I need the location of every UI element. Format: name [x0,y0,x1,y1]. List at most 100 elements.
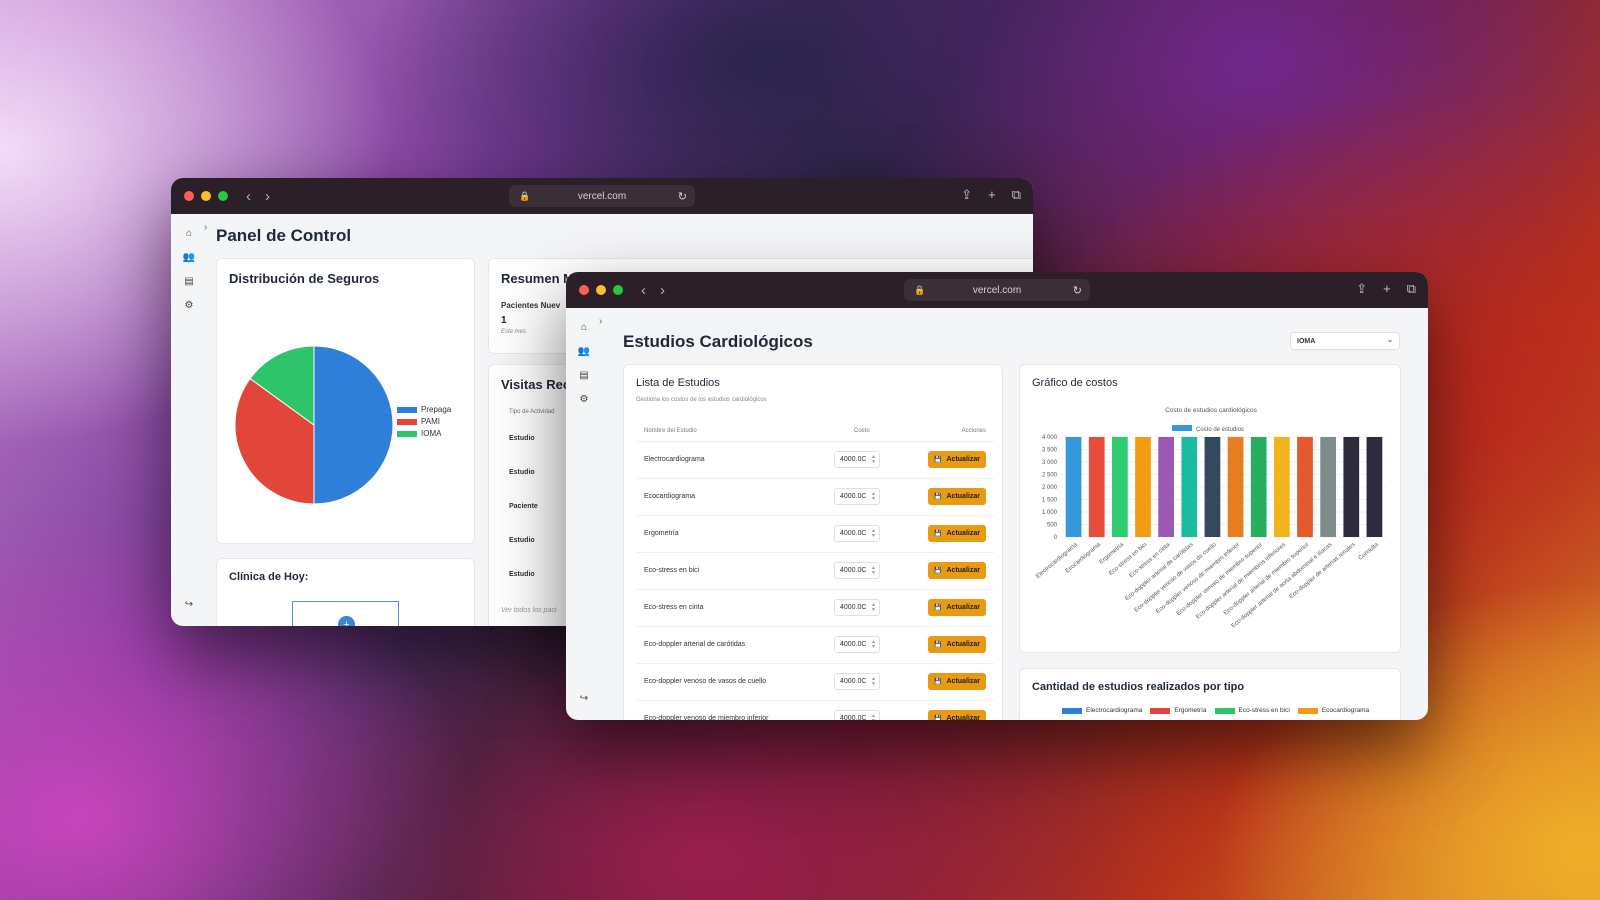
maximize-window-button[interactable] [613,285,623,295]
document-icon[interactable]: ▤ [184,276,194,287]
chart-title: Costo de estudios cardiológicos [1165,407,1258,414]
save-icon: 💾 [934,457,942,463]
users-icon[interactable]: 👥 [577,346,591,357]
minimize-window-button[interactable] [596,285,606,295]
settings-icon[interactable]: ⚙ [579,394,589,405]
table-row: Ecocardiograma 4000.0C ▲ ▼ 💾 Actualizar [636,478,994,514]
add-icon[interactable]: + [338,616,355,626]
col-header-acciones: Acciones [961,428,986,434]
sidebar-expand-icon[interactable]: › [599,316,603,327]
users-icon[interactable]: 👥 [182,252,196,263]
lista-title: Lista de Estudios [636,377,720,389]
back-icon[interactable]: ‹ [641,281,646,299]
visitas-footer-link[interactable]: Ver todos los paci [501,607,557,614]
legend-swatch [1172,425,1192,431]
bar[interactable] [1227,437,1244,537]
actualizar-button[interactable]: 💾 Actualizar [928,710,986,720]
save-icon: 💾 [934,679,942,685]
legend-label: IOMA [421,429,442,438]
forward-icon[interactable]: › [265,187,270,205]
new-tab-icon[interactable]: + [1383,281,1391,296]
tabs-overview-icon[interactable]: ⧉ [1406,281,1416,296]
cantidad-title: Cantidad de estudios realizados por tipo [1032,681,1245,693]
cost-input[interactable]: 4000.0C ▲▼ [834,488,880,505]
clinica-card: Clínica de Hoy: + [216,558,475,626]
maximize-window-button[interactable] [218,191,228,201]
stepper-icon[interactable]: ▲▼ [871,491,876,502]
pie-slice-prepaga[interactable] [313,345,394,505]
y-tick-label: 2 500 [1042,473,1058,479]
stepper-icon[interactable]: ▲▼ [871,528,876,539]
tabs-overview-icon[interactable]: ⧉ [1011,187,1021,202]
stepper-icon[interactable]: ▲▼ [871,565,876,576]
bar[interactable] [1135,437,1151,537]
bar[interactable] [1320,437,1337,537]
cost-input[interactable]: 4000.0C ▲▼ [834,525,880,542]
bar[interactable] [1111,437,1128,537]
stepper-icon[interactable]: ▲▼ [871,602,876,613]
legend-item-prepaga[interactable]: Prepaga [397,405,451,414]
actualizar-button[interactable]: 💾 Actualizar [928,525,986,542]
bar[interactable] [1297,437,1313,537]
cost-input[interactable]: 4000.0C ▲▼ [834,710,880,720]
actualizar-button[interactable]: 💾 Actualizar [928,636,986,653]
actualizar-button[interactable]: 💾 Actualizar [928,562,986,579]
back-icon[interactable]: ‹ [246,187,251,205]
bar[interactable] [1250,437,1267,537]
cost-input[interactable]: 4000.0C ▲▼ [834,562,880,579]
actualizar-button[interactable]: 💾 Actualizar [928,488,986,505]
legend-item[interactable]: Ecocardiograma [1297,707,1369,714]
legend-item-pami[interactable]: PAMI [397,417,451,426]
lock-icon: 🔒 [519,190,531,201]
legend-item[interactable]: Eco-stress en bici [1214,707,1290,714]
sidebar-expand-icon[interactable]: › [204,222,208,233]
legend-item[interactable]: Electrocardiograma [1062,707,1142,714]
new-tab-icon[interactable]: + [988,187,996,202]
obra-social-select[interactable]: IOMA ⌄ [1290,332,1400,350]
address-bar[interactable]: 🔒 vercel.com ↻ [509,185,695,207]
address-bar[interactable]: 🔒 vercel.com ↻ [904,279,1090,301]
bar[interactable] [1366,437,1383,537]
x-tick-label: Eco-doppler venoso de miembro superior [1176,542,1264,617]
actualizar-label: Actualizar [946,678,980,685]
cost-input[interactable]: 4000.0C ▲▼ [834,673,880,690]
actualizar-button[interactable]: 💾 Actualizar [928,673,986,690]
y-tick-label: 0 [1054,535,1058,541]
logout-icon[interactable]: ↪ [184,599,194,610]
cost-input[interactable]: 4000.0C ▲▼ [834,636,880,653]
settings-icon[interactable]: ⚙ [184,300,194,311]
page-title: Panel de Control [216,226,352,245]
stepper-icon[interactable]: ▲▼ [871,639,876,650]
bar[interactable] [1158,437,1175,537]
bar[interactable] [1273,437,1290,537]
close-window-button[interactable] [184,191,194,201]
pie-slice-ioma[interactable] [249,345,315,426]
home-icon[interactable]: ⌂ [580,322,588,333]
stepper-icon[interactable]: ▲▼ [871,713,876,721]
stepper-icon[interactable]: ▲▼ [871,676,876,687]
bar[interactable] [1065,437,1082,537]
reload-icon[interactable]: ↻ [677,190,687,203]
share-icon[interactable]: ⇪ [1356,281,1368,296]
minimize-window-button[interactable] [201,191,211,201]
legend-item-ioma[interactable]: IOMA [397,429,451,438]
stepper-icon[interactable]: ▲▼ [871,454,876,465]
legend-item[interactable]: Ergometría [1150,707,1207,714]
logout-icon[interactable]: ↪ [579,693,589,704]
cost-input[interactable]: 4000.0C ▲▼ [834,599,880,616]
close-window-button[interactable] [579,285,589,295]
home-icon[interactable]: ⌂ [185,228,193,239]
share-icon[interactable]: ⇪ [961,187,973,202]
actualizar-button[interactable]: 💾 Actualizar [928,451,986,468]
y-tick-label: 4 000 [1042,435,1058,441]
forward-icon[interactable]: › [660,281,665,299]
bar[interactable] [1181,437,1198,537]
bar[interactable] [1088,437,1105,537]
reload-icon[interactable]: ↻ [1072,284,1082,297]
document-icon[interactable]: ▤ [579,370,589,381]
pie-slice-pami[interactable] [234,377,315,505]
bar[interactable] [1204,437,1221,537]
cost-input[interactable]: 4000.0C ▲▼ [834,451,880,468]
bar[interactable] [1343,437,1360,537]
actualizar-button[interactable]: 💾 Actualizar [928,599,986,616]
